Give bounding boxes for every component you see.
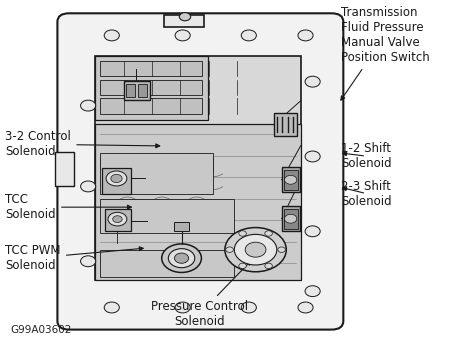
Circle shape	[81, 181, 96, 192]
Text: Pressure Control
Solenoid: Pressure Control Solenoid	[151, 261, 251, 328]
Circle shape	[179, 13, 191, 21]
Circle shape	[226, 247, 233, 252]
Bar	[100, 250, 234, 277]
Circle shape	[168, 248, 195, 268]
Bar	[95, 56, 301, 280]
Circle shape	[278, 247, 285, 252]
Circle shape	[104, 30, 119, 41]
Circle shape	[174, 253, 189, 263]
Circle shape	[298, 302, 313, 313]
Text: 2-3 Shift
Solenoid: 2-3 Shift Solenoid	[341, 179, 392, 208]
Circle shape	[113, 216, 122, 223]
Circle shape	[162, 244, 201, 273]
Bar	[283, 170, 298, 190]
Bar	[100, 199, 234, 233]
Bar	[100, 98, 202, 114]
Circle shape	[104, 302, 119, 313]
Bar	[102, 168, 131, 194]
Circle shape	[225, 228, 286, 272]
Bar	[95, 124, 301, 280]
Bar	[55, 153, 74, 186]
Circle shape	[175, 302, 190, 313]
Text: Transmission
Fluid Pressure
Manual Valve
Position Switch: Transmission Fluid Pressure Manual Valve…	[341, 6, 430, 100]
Circle shape	[81, 256, 96, 267]
Circle shape	[265, 263, 273, 269]
Circle shape	[305, 151, 320, 162]
Circle shape	[111, 174, 122, 183]
Bar	[274, 113, 297, 135]
Circle shape	[108, 212, 127, 226]
Circle shape	[305, 76, 320, 87]
Text: 3-2 Control
Solenoid: 3-2 Control Solenoid	[5, 130, 160, 158]
Text: TCC PWM
Solenoid: TCC PWM Solenoid	[5, 244, 143, 272]
Circle shape	[81, 100, 96, 111]
Text: G99A03602: G99A03602	[10, 325, 72, 335]
Bar	[100, 61, 202, 76]
Bar	[95, 56, 208, 120]
Circle shape	[241, 302, 256, 313]
Bar	[282, 167, 300, 192]
Circle shape	[106, 171, 127, 186]
Circle shape	[284, 176, 297, 184]
FancyBboxPatch shape	[57, 13, 343, 329]
Bar	[164, 15, 204, 27]
Text: 1-2 Shift
Solenoid: 1-2 Shift Solenoid	[341, 142, 392, 170]
Bar	[100, 157, 213, 171]
Bar	[124, 81, 150, 100]
Circle shape	[239, 263, 246, 269]
Bar	[282, 206, 300, 231]
Circle shape	[265, 231, 273, 236]
Circle shape	[245, 242, 266, 257]
Circle shape	[175, 30, 190, 41]
Circle shape	[305, 226, 320, 237]
Bar	[283, 209, 298, 229]
Bar	[100, 80, 202, 95]
Bar	[126, 84, 136, 97]
Circle shape	[241, 30, 256, 41]
Circle shape	[239, 231, 246, 236]
Circle shape	[284, 214, 297, 223]
Circle shape	[234, 235, 277, 265]
Circle shape	[298, 30, 313, 41]
Circle shape	[305, 286, 320, 297]
Bar	[100, 154, 213, 194]
Bar	[138, 84, 147, 97]
Bar	[105, 209, 131, 231]
Text: TCC
Solenoid: TCC Solenoid	[5, 193, 131, 221]
Bar	[174, 222, 189, 231]
